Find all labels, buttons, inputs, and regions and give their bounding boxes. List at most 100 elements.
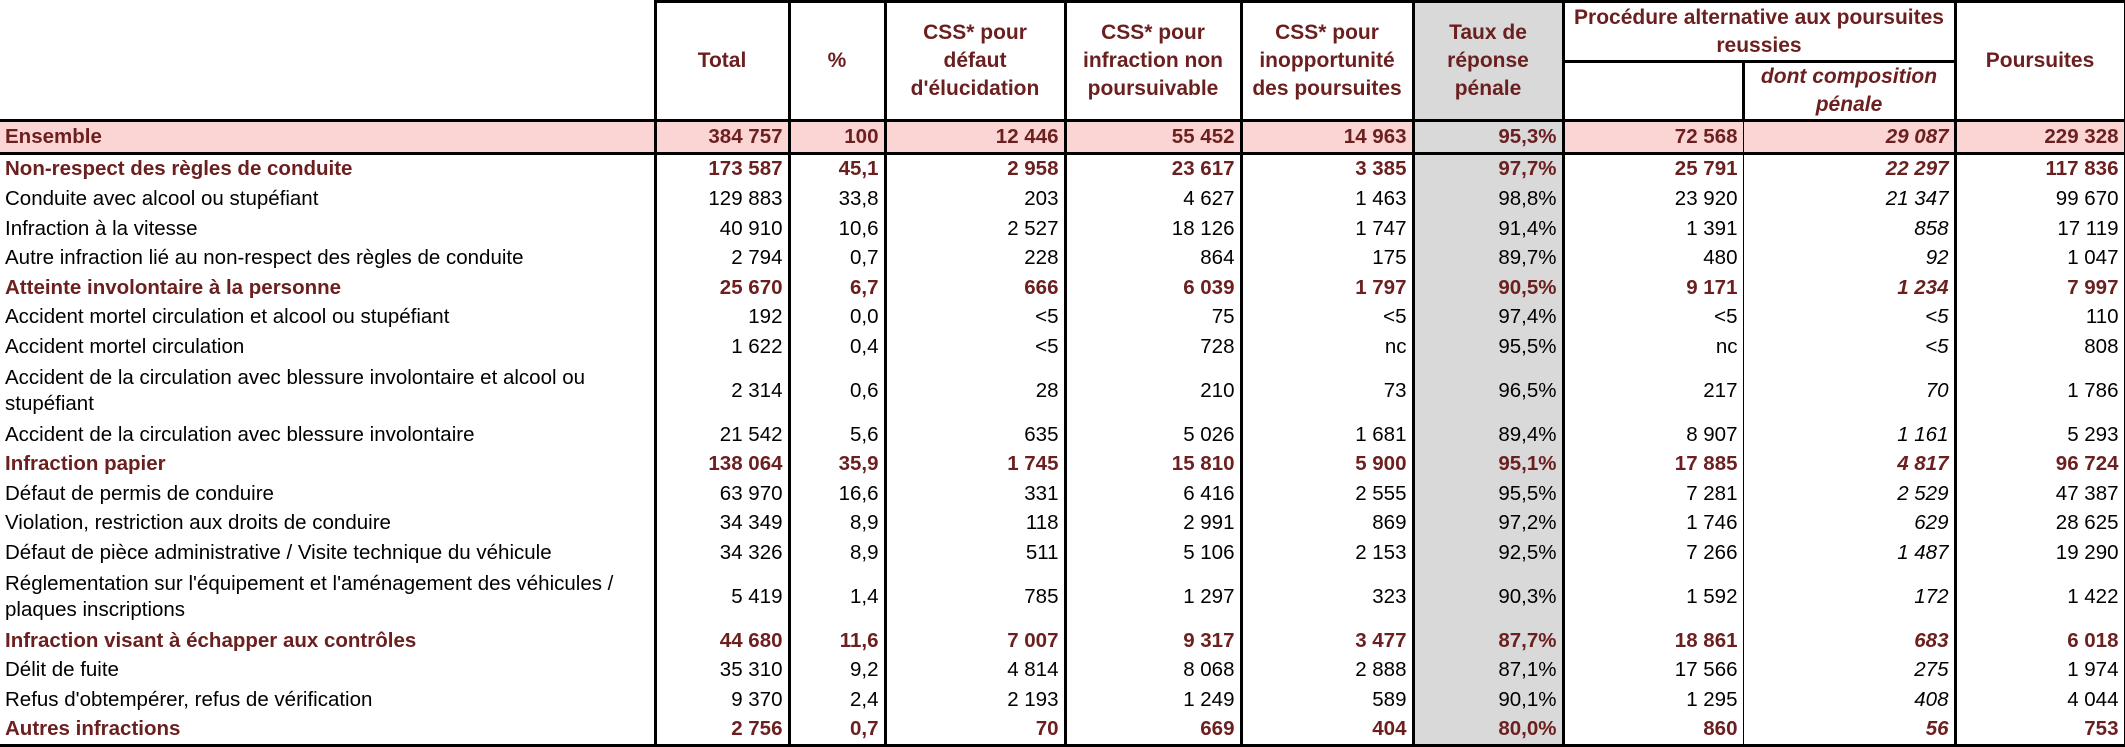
cell-taux-reponse: 95,5% bbox=[1411, 478, 1565, 509]
cell-dont-composition: 4 817 bbox=[1742, 449, 1955, 479]
cell-percent: 45,1 bbox=[787, 153, 885, 185]
cell-css-inopportunite: 175 bbox=[1239, 243, 1413, 273]
table-row: Ensemble 384 757 100 12 446 55 452 14 963 95,3… bbox=[0, 119, 2125, 155]
cell-dont-composition: 2 529 bbox=[1742, 478, 1955, 509]
cell-total: 40 910 bbox=[653, 213, 789, 244]
cell-css-elucidation: 203 bbox=[883, 184, 1065, 214]
cell-css-non-poursuivable: 8 068 bbox=[1063, 655, 1241, 685]
cell-procedure-total: 18 861 bbox=[1561, 625, 1743, 656]
cell-taux-reponse: 97,7% bbox=[1411, 153, 1565, 185]
cell-css-inopportunite: 404 bbox=[1239, 714, 1413, 747]
cell-css-non-poursuivable: 6 416 bbox=[1063, 478, 1241, 509]
cell-procedure-total: <5 bbox=[1561, 302, 1743, 333]
cell-css-non-poursuivable: 1 297 bbox=[1063, 567, 1241, 626]
cell-percent: 10,6 bbox=[787, 213, 885, 244]
cell-css-inopportunite: 2 153 bbox=[1239, 538, 1413, 568]
header-total: Total bbox=[653, 0, 791, 122]
cell-taux-reponse: 90,1% bbox=[1411, 684, 1565, 715]
cell-css-inopportunite: 5 900 bbox=[1239, 449, 1413, 479]
row-label: Ensemble bbox=[0, 119, 655, 155]
cell-dont-composition: 629 bbox=[1742, 508, 1955, 539]
table-row: Réglementation sur l'équipement et l'amé… bbox=[0, 567, 2125, 626]
cell-css-elucidation: 12 446 bbox=[883, 119, 1065, 155]
cell-total: 1 622 bbox=[653, 332, 789, 362]
header-percent: % bbox=[787, 0, 887, 122]
header-poursuites: Poursuites bbox=[1953, 0, 2125, 122]
cell-dont-composition: 683 bbox=[1742, 625, 1955, 656]
cell-procedure-total: 217 bbox=[1561, 361, 1743, 420]
cell-percent: 11,6 bbox=[787, 625, 885, 656]
cell-total: 9 370 bbox=[653, 684, 789, 715]
table-row: Défaut de pièce administrative / Visite … bbox=[0, 538, 2125, 568]
cell-total: 34 349 bbox=[653, 508, 789, 539]
cell-total: 2 314 bbox=[653, 361, 789, 420]
cell-dont-composition: 70 bbox=[1742, 361, 1955, 420]
cell-css-inopportunite: nc bbox=[1239, 332, 1413, 362]
cell-css-non-poursuivable: 23 617 bbox=[1063, 153, 1241, 185]
cell-css-non-poursuivable: 15 810 bbox=[1063, 449, 1241, 479]
table-row: Défaut de permis de conduire 63 970 16,6 33… bbox=[0, 478, 2125, 509]
cell-percent: 1,4 bbox=[787, 567, 885, 626]
cell-dont-composition: <5 bbox=[1742, 332, 1955, 362]
cell-css-elucidation: 666 bbox=[883, 272, 1065, 303]
cell-poursuites: 110 bbox=[1953, 302, 2125, 333]
table-row: Autres infractions 2 756 0,7 70 669 404 80,0% 8… bbox=[0, 714, 2125, 747]
cell-css-elucidation: 1 745 bbox=[883, 449, 1065, 479]
cell-taux-reponse: 92,5% bbox=[1411, 538, 1565, 568]
cell-css-non-poursuivable: 6 039 bbox=[1063, 272, 1241, 303]
cell-procedure-total: 23 920 bbox=[1561, 184, 1743, 214]
row-label: Infraction papier bbox=[5, 452, 166, 476]
cell-procedure-total: 1 295 bbox=[1561, 684, 1743, 715]
cell-procedure-total: 72 568 bbox=[1561, 119, 1743, 155]
row-label: Violation, restriction aux droits de con… bbox=[5, 511, 391, 535]
header-dont-composition: dont composition pénale bbox=[1741, 60, 1957, 122]
cell-percent: 0,7 bbox=[787, 243, 885, 273]
cell-poursuites: 1 422 bbox=[1953, 567, 2125, 626]
cell-total: 173 587 bbox=[653, 153, 789, 185]
cell-poursuites: 5 293 bbox=[1953, 419, 2125, 450]
cell-css-inopportunite: 3 477 bbox=[1239, 625, 1413, 656]
cell-css-inopportunite: 1 681 bbox=[1239, 419, 1413, 450]
cell-dont-composition: 29 087 bbox=[1742, 119, 1955, 155]
row-label: Infraction à la vitesse bbox=[5, 216, 198, 240]
cell-percent: 6,7 bbox=[787, 272, 885, 303]
cell-poursuites: 28 625 bbox=[1953, 508, 2125, 539]
cell-css-non-poursuivable: 1 249 bbox=[1063, 684, 1241, 715]
cell-css-inopportunite: 73 bbox=[1239, 361, 1413, 420]
table-row: Accident mortel circulation 1 622 0,4 <5 728… bbox=[0, 332, 2125, 362]
cell-percent: 2,4 bbox=[787, 684, 885, 715]
cell-css-elucidation: <5 bbox=[883, 332, 1065, 362]
header-corner bbox=[0, 1, 655, 122]
cell-css-inopportunite: 1 747 bbox=[1239, 213, 1413, 244]
cell-poursuites: 96 724 bbox=[1953, 449, 2125, 479]
cell-taux-reponse: 95,5% bbox=[1411, 332, 1565, 362]
table-row: Infraction papier 138 064 35,9 1 745 15 810 5… bbox=[0, 449, 2125, 479]
cell-css-non-poursuivable: 5 026 bbox=[1063, 419, 1241, 450]
cell-taux-reponse: 90,5% bbox=[1411, 272, 1565, 303]
cell-css-inopportunite: 323 bbox=[1239, 567, 1413, 626]
cell-css-elucidation: 331 bbox=[883, 478, 1065, 509]
cell-dont-composition: 1 234 bbox=[1742, 272, 1955, 303]
cell-css-inopportunite: 2 888 bbox=[1239, 655, 1413, 685]
row-label: Accident de la circulation avec blessure… bbox=[5, 422, 475, 446]
cell-poursuites: 229 328 bbox=[1953, 119, 2125, 155]
cell-css-inopportunite: 2 555 bbox=[1239, 478, 1413, 509]
table-row: Conduite avec alcool ou stupéfiant 129 88… bbox=[0, 184, 2125, 214]
cell-percent: 33,8 bbox=[787, 184, 885, 214]
cell-procedure-total: 480 bbox=[1561, 243, 1743, 273]
cell-poursuites: 99 670 bbox=[1953, 184, 2125, 214]
cell-dont-composition: 56 bbox=[1742, 714, 1955, 747]
cell-procedure-total: 1 391 bbox=[1561, 213, 1743, 244]
table-row: Délit de fuite 35 310 9,2 4 814 8 068 2 888 87… bbox=[0, 655, 2125, 685]
cell-css-non-poursuivable: 864 bbox=[1063, 243, 1241, 273]
header-procedure-total bbox=[1561, 60, 1745, 122]
cell-css-non-poursuivable: 669 bbox=[1063, 714, 1241, 747]
cell-poursuites: 19 290 bbox=[1953, 538, 2125, 568]
cell-css-inopportunite: 869 bbox=[1239, 508, 1413, 539]
cell-poursuites: 117 836 bbox=[1953, 153, 2125, 185]
cell-css-elucidation: 635 bbox=[883, 419, 1065, 450]
cell-taux-reponse: 96,5% bbox=[1411, 361, 1565, 420]
row-label: Autre infraction lié au non-respect des … bbox=[5, 246, 524, 270]
cell-css-elucidation: 7 007 bbox=[883, 625, 1065, 656]
cell-css-inopportunite: 1 797 bbox=[1239, 272, 1413, 303]
